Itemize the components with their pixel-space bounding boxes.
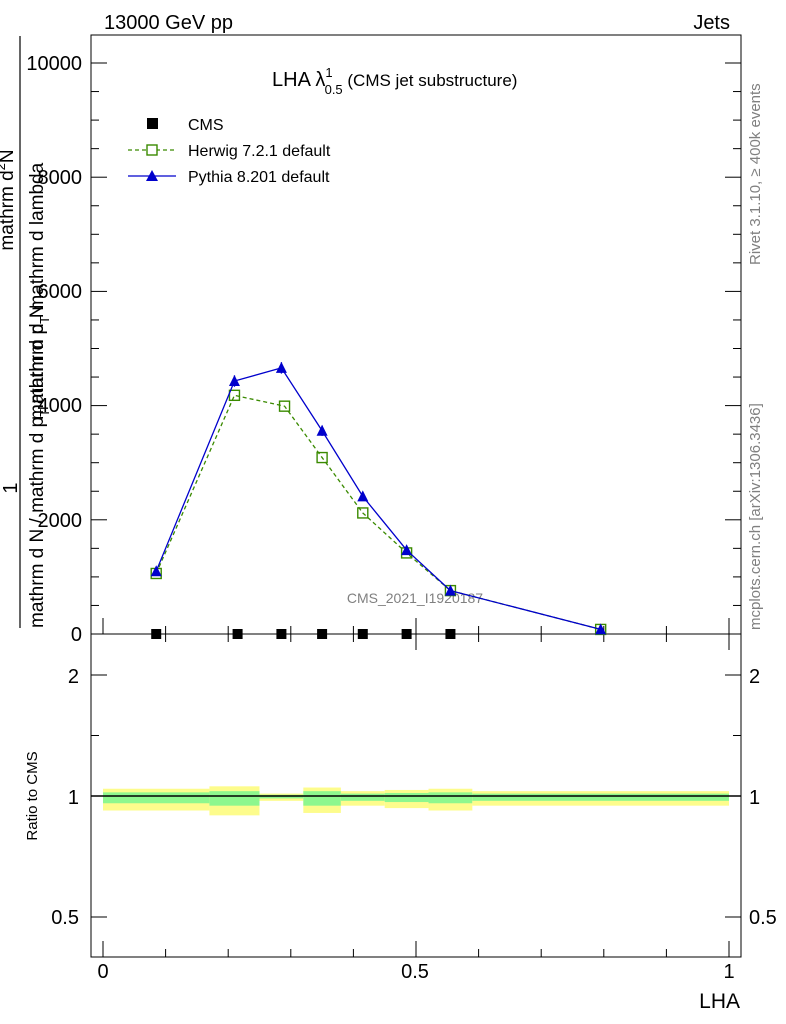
pythia-data-point	[444, 584, 456, 596]
legend-cms-label: CMS	[188, 117, 224, 134]
process-label: 13000 GeV pp	[104, 12, 233, 34]
ratio-y-tick-label-1-left: 1	[68, 787, 79, 809]
y-label-numerator: mathrm d2N	[0, 149, 18, 250]
herwig-data-point	[357, 507, 369, 519]
y-label-denominator: mathrm d N / mathrm d pT mathrm d N	[27, 304, 52, 628]
ratio-band-green	[384, 792, 429, 803]
cms-data-point	[151, 629, 162, 639]
ratio-y-tick-label-1-right: 1	[749, 787, 760, 809]
y-tick-label-4000: 4000	[38, 395, 83, 417]
y-label-one: 1	[0, 482, 22, 493]
legend-pythia-label: Pythia 8.201 default	[188, 169, 330, 186]
ratio-band-green	[428, 792, 473, 804]
ratio-y-tick-label-0.5-right: 0.5	[749, 907, 777, 929]
pythia-line	[155, 367, 601, 631]
legend-herwig-label: Herwig 7.2.1 default	[188, 143, 331, 160]
plot-title: LHA λ1 0.5 (CMS jet substructure)	[272, 65, 517, 97]
cms-data-point	[317, 629, 328, 639]
x-tick-label-0.5: 0.5	[401, 961, 429, 983]
pythia-data-point	[357, 490, 369, 502]
y-axis-label: 1 mathrm d N / mathrm d pT mathrm d N ma…	[0, 36, 52, 628]
category-label: Jets	[693, 12, 730, 34]
y-tick-label-0: 0	[71, 624, 82, 646]
ratio-band-green	[472, 793, 729, 801]
pythia-data-point	[316, 424, 328, 436]
data-series	[150, 361, 607, 639]
x-tick-label-0: 0	[97, 961, 108, 983]
cms-data-point	[401, 629, 412, 639]
ratio-band-green	[209, 791, 260, 806]
cms-data-point	[445, 629, 456, 639]
legend-pythia-marker	[146, 170, 158, 181]
cms-data-point	[232, 629, 243, 639]
x-tick-label-1: 1	[723, 961, 734, 983]
mcplots-label: mcplots.cern.ch [arXiv:1306.3436]	[747, 403, 764, 630]
y-tick-label-2000: 2000	[38, 510, 83, 532]
analysis-watermark: CMS_2021_I1920187	[347, 590, 483, 606]
pythia-data-point	[401, 544, 413, 556]
y-tick-label-6000: 6000	[38, 281, 83, 303]
herwig-data-point	[278, 400, 291, 412]
y-tick-label-8000: 8000	[38, 167, 83, 189]
legend-herwig-marker	[146, 144, 158, 156]
ratio-band-green	[303, 791, 341, 806]
cms-data-point	[276, 629, 287, 639]
legend-cms-marker	[147, 118, 158, 129]
ratio-band-green	[103, 792, 210, 804]
herwig-data-point	[316, 451, 328, 464]
ratio-y-tick-label-2-left: 2	[68, 666, 79, 688]
ratio-y-tick-label-2-right: 2	[749, 666, 760, 688]
ratio-y-axis-label: Ratio to CMS	[24, 751, 41, 840]
legend: CMS Herwig 7.2.1 default Pythia 8.201 de…	[128, 117, 331, 186]
pythia-data-point	[275, 361, 287, 373]
herwig-data-point	[228, 389, 241, 402]
x-axis-label: LHA	[699, 990, 740, 1013]
pythia-data-point	[228, 375, 240, 387]
y-label-numerator-denominator: mathrm d pT mathrm d lambda	[27, 162, 52, 420]
pythia-data-point	[595, 623, 607, 635]
cms-data-point	[357, 629, 368, 639]
pythia-data-point	[150, 565, 162, 577]
ratio-y-tick-label-0.5-left: 0.5	[51, 907, 79, 929]
axis-ticks	[91, 62, 741, 957]
rivet-version-label: Rivet 3.1.10, ≥ 400k events	[747, 83, 764, 265]
y-tick-label-10000: 10000	[26, 53, 82, 75]
ratio-band-green	[340, 793, 385, 801]
ratio-uncertainty-bands	[103, 786, 729, 816]
